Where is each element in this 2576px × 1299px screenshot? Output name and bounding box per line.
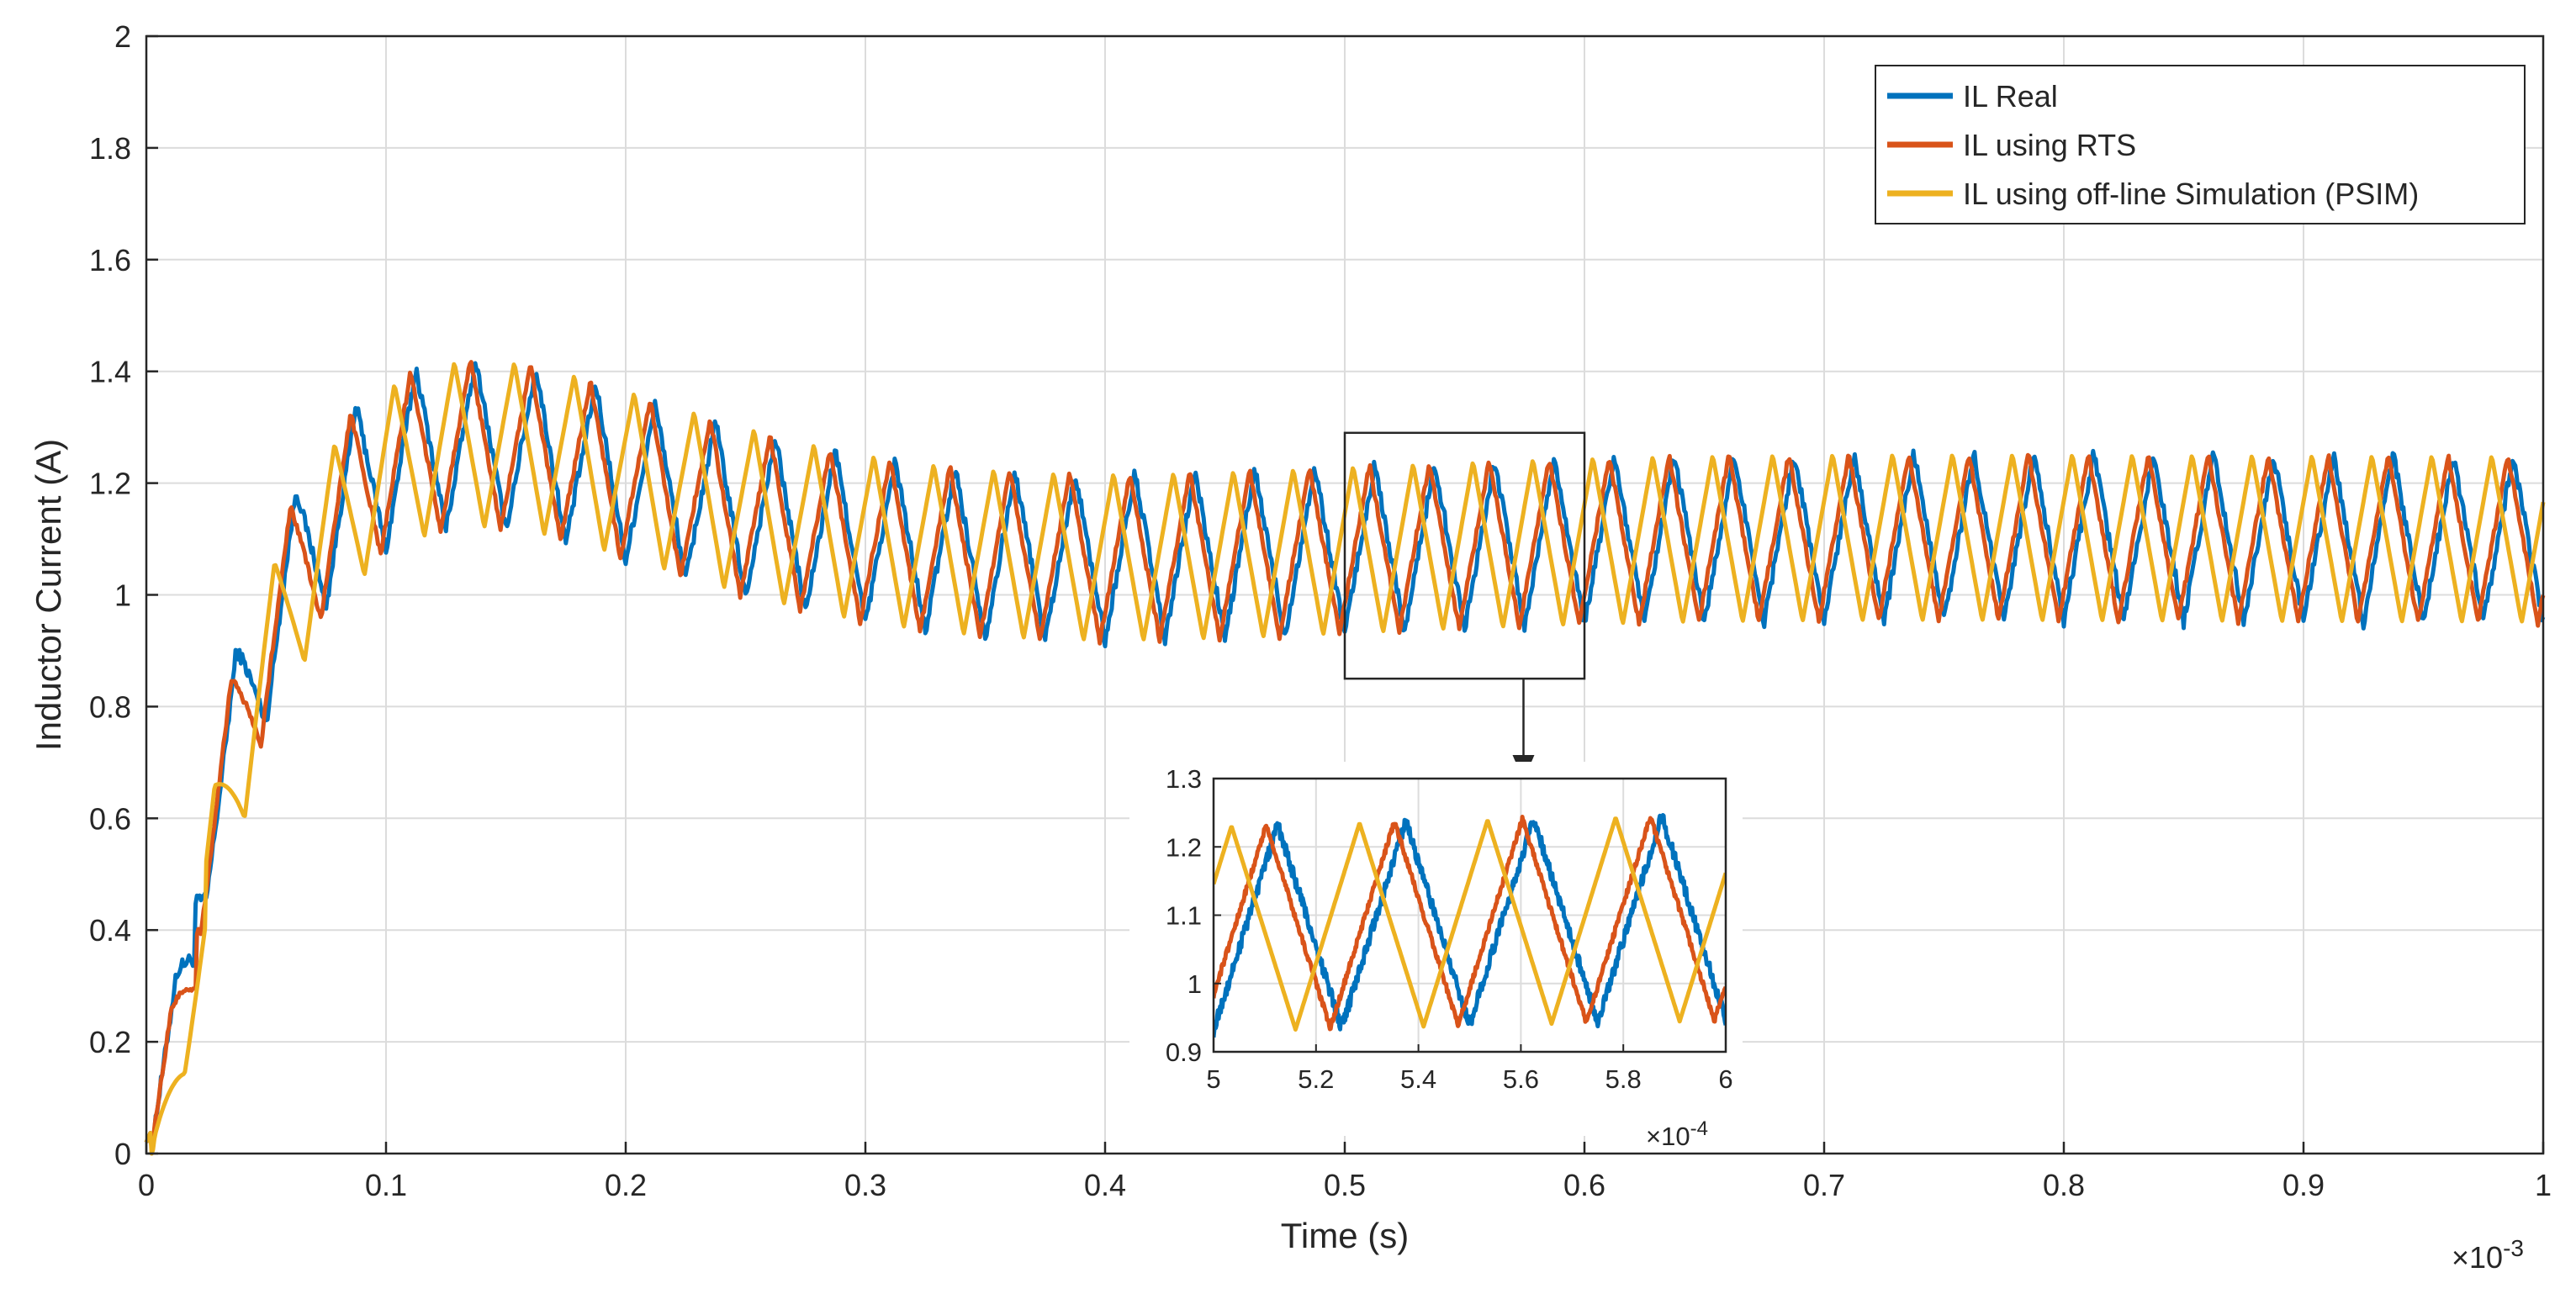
- inset-y-tick-label-1: 1: [1187, 969, 1202, 999]
- inset-chart: 5 5.2 5.4 5.6 5.8 6 0.9 1 1.1 1.2 1.3 ×10-4: [1129, 762, 1743, 1151]
- x-tick-label-10: 1: [2535, 1168, 2552, 1202]
- x-tick-label-1: 0.1: [365, 1168, 407, 1202]
- x-tick-label-6: 0.6: [1563, 1168, 1605, 1202]
- x-tick-label-0: 0: [138, 1168, 155, 1202]
- y-tick-label-9: 1.8: [89, 131, 131, 166]
- legend-label-psim: IL using off-line Simulation (PSIM): [1963, 177, 2419, 211]
- main-ticks: 0 0.1 0.2 0.3 0.4 0.5 0.6 0.7 0.8 0.9 1 0 0.2 0.4 0.6 0…: [89, 19, 2552, 1202]
- legend: IL Real IL using RTS IL using off-line S…: [1875, 65, 2526, 224]
- y-tick-label-0: 0: [114, 1137, 131, 1171]
- y-tick-label-5: 1: [114, 578, 131, 613]
- y-axis-title: Inductor Current (A): [29, 439, 68, 751]
- inset-series: [1214, 813, 1726, 1038]
- inset-x-tick-label-0: 5: [1206, 1064, 1220, 1094]
- x-axis-exponent: ×10-3: [2452, 1235, 2524, 1275]
- x-tick-label-7: 0.7: [1803, 1168, 1845, 1202]
- x-tick-label-2: 0.2: [605, 1168, 647, 1202]
- x-tick-label-5: 0.5: [1324, 1168, 1366, 1202]
- inset-x-tick-label-1: 5.2: [1298, 1064, 1334, 1094]
- inset-series-line-1: [1214, 815, 1726, 1032]
- y-tick-label-1: 0.2: [89, 1025, 131, 1059]
- inset-x-axis-exponent: ×10-4: [1646, 1117, 1708, 1151]
- inset-series-line-2: [1214, 816, 1726, 1032]
- inset-x-tick-label-5: 6: [1718, 1064, 1732, 1094]
- x-axis-title: Time (s): [1281, 1216, 1409, 1255]
- x-tick-label-3: 0.3: [844, 1168, 886, 1202]
- zoom-region-box: [1343, 431, 1586, 680]
- inset-ticks: 5 5.2 5.4 5.6 5.8 6 0.9 1 1.1 1.2 1.3: [1166, 764, 1733, 1094]
- x-axis-exponent-base: ×10: [2452, 1240, 2503, 1275]
- inset-x-axis-exponent-power: -4: [1690, 1117, 1708, 1140]
- inset-y-tick-label-4: 1.3: [1166, 764, 1202, 794]
- inset-x-tick-label-2: 5.4: [1400, 1064, 1436, 1094]
- inset-y-tick-label-3: 1.2: [1166, 832, 1202, 862]
- x-tick-label-8: 0.8: [2043, 1168, 2085, 1202]
- y-tick-label-10: 2: [114, 19, 131, 54]
- x-tick-label-4: 0.4: [1084, 1168, 1126, 1202]
- legend-box: [1875, 65, 2526, 224]
- inset-series-line-0: [1214, 813, 1726, 1038]
- y-tick-label-6: 1.2: [89, 467, 131, 501]
- y-tick-label-4: 0.8: [89, 689, 131, 724]
- inset-y-tick-label-0: 0.9: [1166, 1038, 1202, 1067]
- inset-x-tick-label-3: 5.6: [1503, 1064, 1539, 1094]
- inset-x-tick-label-4: 5.8: [1605, 1064, 1642, 1094]
- y-tick-label-8: 1.6: [89, 243, 131, 277]
- legend-label-real: IL Real: [1963, 79, 2058, 114]
- y-tick-label-2: 0.4: [89, 913, 131, 948]
- y-tick-label-7: 1.4: [89, 355, 131, 389]
- inset-y-tick-label-2: 1.1: [1166, 901, 1202, 931]
- x-tick-label-9: 0.9: [2282, 1168, 2325, 1202]
- x-axis-exponent-power: -3: [2503, 1235, 2524, 1261]
- inset-x-axis-exponent-base: ×10: [1646, 1122, 1690, 1151]
- legend-label-rts: IL using RTS: [1963, 128, 2136, 162]
- y-tick-label-3: 0.6: [89, 801, 131, 836]
